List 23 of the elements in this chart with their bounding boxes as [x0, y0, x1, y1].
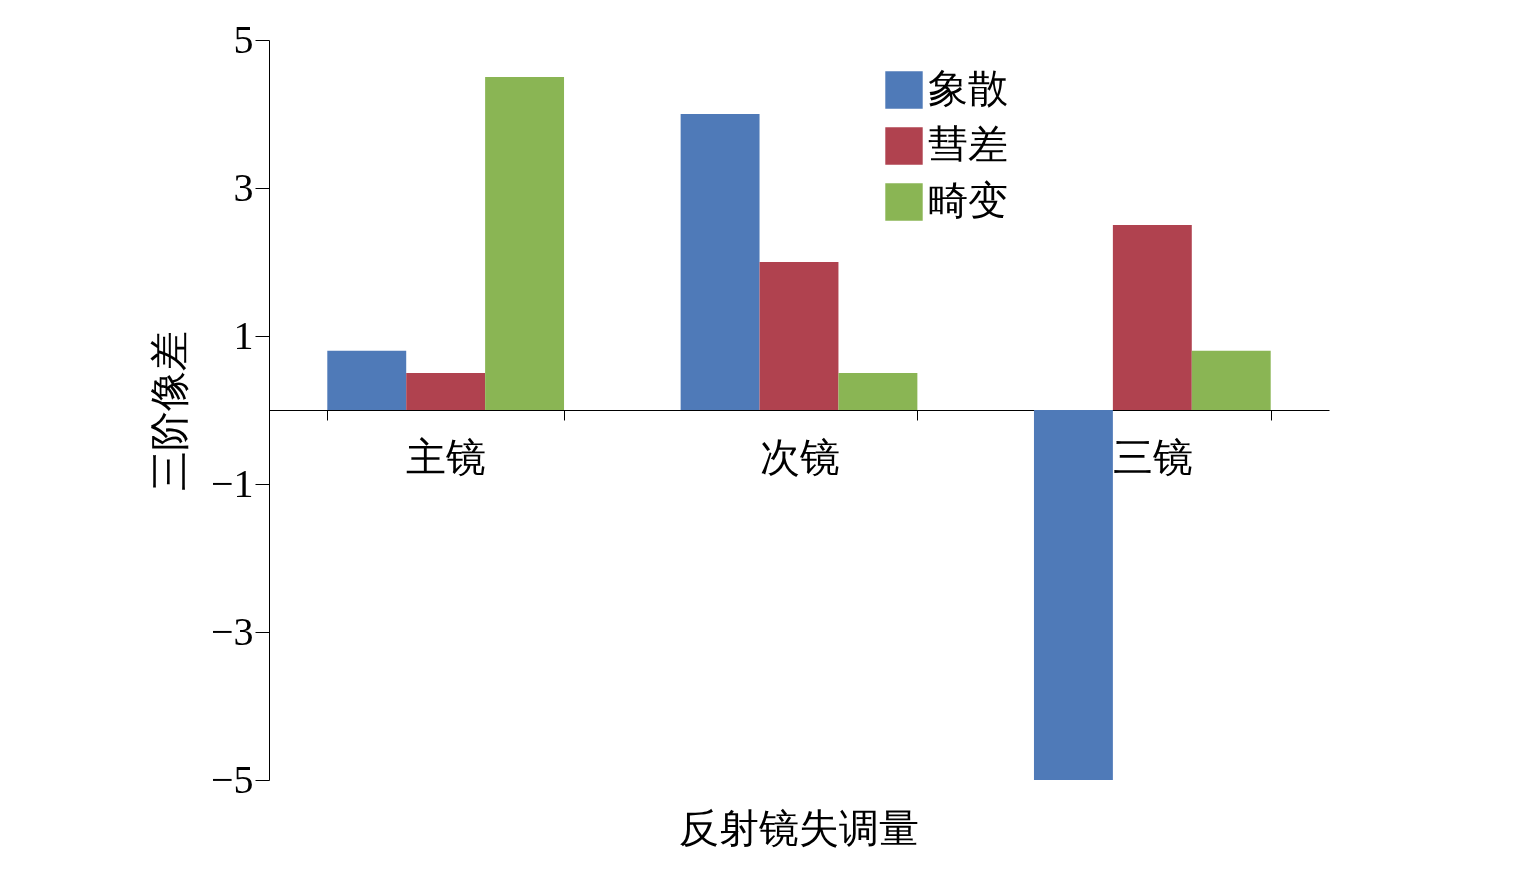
y-tick-label: 1: [233, 312, 254, 358]
legend-label: 象散: [928, 66, 1008, 111]
bar: [1191, 350, 1271, 410]
bar: [485, 77, 565, 410]
x-tick-label: 次镜: [759, 434, 840, 480]
bar: [680, 114, 760, 410]
legend-label: 彗差: [928, 122, 1008, 167]
bar: [1112, 225, 1192, 410]
y-tick-label: 3: [233, 164, 254, 210]
y-axis-title: 三阶像差: [146, 330, 192, 491]
bar: [327, 350, 407, 410]
bar: [759, 262, 839, 410]
y-tick-label: −3: [210, 608, 254, 654]
legend-label: 畸变: [928, 178, 1008, 223]
bar: [406, 373, 486, 410]
bar: [838, 373, 918, 410]
bar: [1033, 410, 1113, 780]
y-tick-label: 5: [233, 16, 254, 62]
y-tick-label: −5: [210, 756, 254, 802]
y-tick-label: −1: [210, 460, 254, 506]
x-tick-label: 三镜: [1112, 434, 1193, 480]
x-axis-title: 反射镜失调量: [679, 806, 919, 851]
x-tick-label: 主镜: [406, 434, 487, 480]
